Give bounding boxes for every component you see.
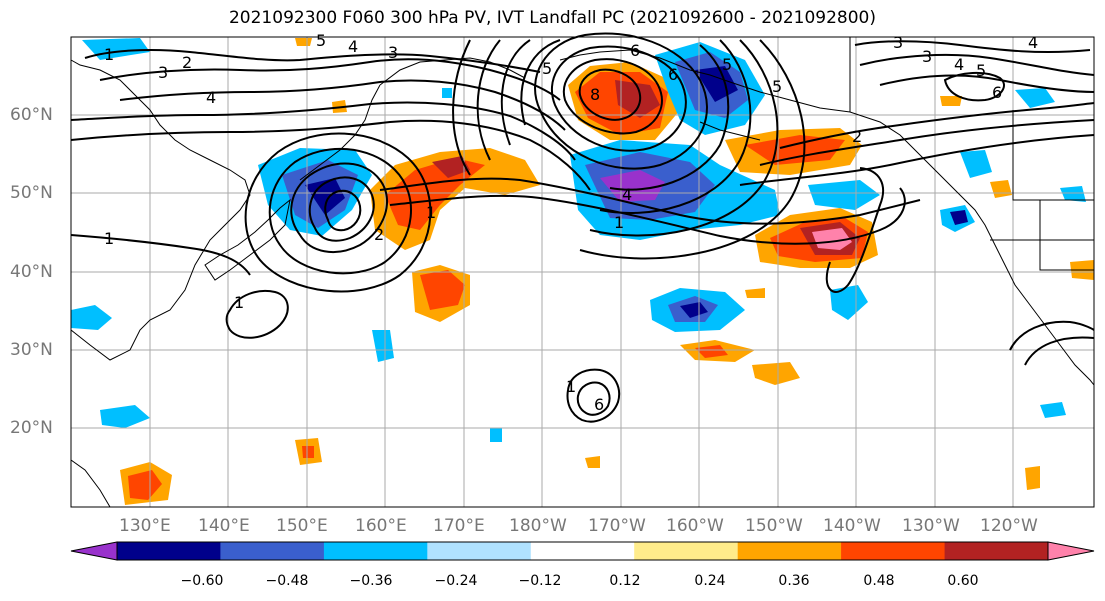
coastlines: [70, 37, 1095, 508]
contour-label: 1: [426, 203, 436, 222]
contour-label: 1: [104, 229, 114, 248]
colorbar: [70, 541, 1095, 561]
contour-label: 5: [772, 77, 782, 96]
colorbar-tick-label: −0.24: [434, 573, 478, 589]
colorbar-tick-label: 0.60: [947, 573, 979, 589]
contour-label: 1: [104, 45, 114, 64]
contour-label: 4: [348, 37, 358, 56]
lat-label-40n: 40°N: [10, 262, 53, 282]
colorbar-segment: [634, 542, 739, 560]
contour-label: 3: [158, 63, 168, 82]
colorbar-segment: [841, 542, 946, 560]
contour-label: 8: [590, 85, 600, 104]
contour-label: 6: [992, 83, 1002, 102]
colorbar-segment: [220, 542, 325, 560]
colorbar-tick-label: −0.48: [265, 573, 309, 589]
contour-label: 3: [893, 33, 903, 52]
ivt-contours: [70, 32, 1095, 423]
contour-label: 4: [954, 55, 964, 74]
contour-label: 2: [374, 225, 384, 244]
colorbar-segment: [737, 542, 842, 560]
lat-label-30n: 30°N: [10, 340, 53, 360]
contour-label: 4: [206, 88, 216, 107]
lat-label-50n: 50°N: [10, 183, 53, 203]
contour-label: 5: [722, 55, 732, 74]
contour-label: 3: [388, 43, 398, 62]
contour-label: 6: [594, 395, 604, 414]
map-border: [70, 36, 1095, 508]
colorbar-tick-label: −0.36: [349, 573, 393, 589]
contour-label: 5: [316, 31, 326, 50]
colorbar-tick-label: 0.12: [609, 573, 641, 589]
lon-label: 120°W: [980, 516, 1038, 536]
colorbar-segment: [117, 542, 221, 560]
lon-label: 180°W: [509, 516, 567, 536]
lat-label-20n: 20°N: [10, 418, 53, 438]
lat-label-60n: 60°N: [10, 105, 53, 125]
contour-label: 6: [630, 41, 640, 60]
lon-label: 170°W: [588, 516, 646, 536]
contour-label: 6: [668, 65, 678, 84]
contour-label: 2: [852, 127, 862, 146]
lon-label: 150°E: [276, 516, 328, 536]
colorbar-segment: [427, 542, 532, 560]
colorbar-tick-label: 0.48: [863, 573, 895, 589]
contour-label: 4: [1028, 33, 1038, 52]
contour-label: 5: [542, 59, 552, 78]
colorbar-tick-label: 0.24: [694, 573, 726, 589]
colorbar-tick-label: −0.12: [518, 573, 562, 589]
lon-label: 160°W: [666, 516, 724, 536]
lon-label: 140°W: [823, 516, 881, 536]
contour-label: 4: [622, 185, 632, 204]
colorbar-tick-label: −0.60: [180, 573, 224, 589]
lon-label: 130°E: [119, 516, 171, 536]
contour-label: 5: [976, 61, 986, 80]
colorbar-segment: [530, 542, 635, 560]
lon-label: 170°E: [433, 516, 485, 536]
colorbar-tick-label: 0.36: [778, 573, 810, 589]
contour-label: 1: [566, 377, 576, 396]
lon-label: 150°W: [745, 516, 803, 536]
contour-label: 2: [182, 53, 192, 72]
contour-labels: 1 3 2 4 3 5 4 3 6 5 6 5 5 2 1 1 6 4 1 2 …: [104, 31, 1038, 414]
contour-label: 3: [922, 47, 932, 66]
contour-label: 1: [614, 213, 624, 232]
colorbar-segment: [323, 542, 428, 560]
lon-label: 130°W: [902, 516, 960, 536]
lon-label: 160°E: [355, 516, 407, 536]
contour-label: 1: [234, 293, 244, 312]
colorbar-segment: [944, 542, 1049, 560]
lon-label: 140°E: [198, 516, 250, 536]
map-title: 2021092300 F060 300 hPa PV, IVT Landfall…: [228, 8, 876, 28]
